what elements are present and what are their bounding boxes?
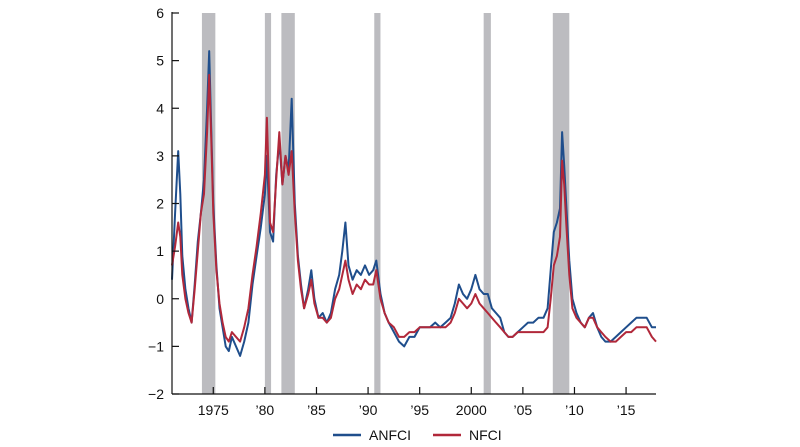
legend-label-anfci: ANFCI (369, 427, 411, 443)
y-tick-label: 5 (156, 53, 164, 69)
x-tick-label: ’90 (359, 402, 378, 418)
series-lines (171, 50, 657, 357)
recession-band-4 (374, 13, 381, 394)
y-tick-label: 3 (156, 148, 164, 164)
recession-bands (201, 13, 570, 394)
y-tick-label: 6 (156, 5, 164, 21)
y-tick-label: 2 (156, 196, 164, 212)
y-tick-label: −1 (148, 338, 164, 354)
y-tick-label: −2 (148, 386, 164, 402)
recession-band-3 (281, 13, 295, 394)
recession-band-1 (201, 13, 216, 394)
x-tick-label: 1975 (198, 402, 229, 418)
y-tick-label: 4 (156, 100, 164, 116)
recession-band-5 (483, 13, 491, 394)
x-tick-label: ’15 (617, 402, 636, 418)
x-tick-label: ’95 (410, 402, 429, 418)
axes: 6 5 4 3 2 1 0 −1 −2 1975 ’80 ’85 ’90 ’95 2000 ’05 ’10 ’15 (148, 5, 656, 418)
legend-label-nfci: NFCI (469, 427, 502, 443)
x-tick-label: 2000 (456, 402, 487, 418)
x-tick-label: ’05 (514, 402, 533, 418)
x-tick-label: ’80 (256, 402, 275, 418)
x-tick-label: ’10 (565, 402, 584, 418)
series-line-nfci (171, 73, 657, 343)
series-line-anfci (171, 50, 656, 357)
x-tick-label: ’85 (307, 402, 326, 418)
y-tick-label: 1 (156, 243, 164, 259)
y-tick-label: 0 (156, 291, 164, 307)
legend: ANFCI NFCI (333, 427, 502, 443)
